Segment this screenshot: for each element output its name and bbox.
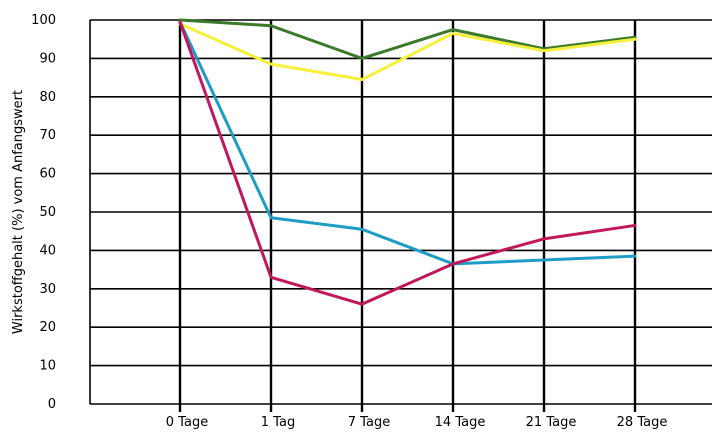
y-tick-label: 100 (31, 13, 56, 28)
x-tick-label: 28 Tage (617, 415, 668, 430)
series-line-3 (178, 20, 637, 266)
series-lines (178, 18, 637, 306)
y-tick-label: 40 (39, 243, 56, 258)
y-tick-label: 50 (39, 205, 56, 220)
y-tick-label: 60 (39, 167, 56, 182)
series-line-4 (178, 20, 637, 306)
y-axis-label: Wirkstoffgehalt (%) vom Anfangswert (11, 90, 26, 334)
x-tick-label: 1 Tag (261, 415, 295, 430)
x-tick-label: 14 Tage (435, 415, 486, 430)
y-tick-labels: 0 10 20 30 40 50 60 70 80 90 100 (31, 13, 56, 412)
x-tick-labels: 0 Tage 1 Tag 7 Tage 14 Tage 21 Tage 28 Tage (166, 415, 668, 430)
y-tick-label: 30 (39, 282, 56, 297)
x-tick-label: 7 Tage (348, 415, 390, 430)
y-tick-label: 70 (39, 128, 56, 143)
series-line-2 (178, 22, 637, 82)
grid (89, 19, 712, 412)
series-line-1 (178, 18, 637, 60)
y-tick-label: 90 (39, 51, 56, 66)
y-tick-label: 80 (39, 90, 56, 105)
y-tick-label: 20 (39, 320, 56, 335)
y-tick-label: 0 (48, 397, 56, 412)
x-tick-label: 0 Tage (166, 415, 208, 430)
y-tick-label: 10 (39, 359, 56, 374)
x-tick-label: 21 Tage (526, 415, 577, 430)
